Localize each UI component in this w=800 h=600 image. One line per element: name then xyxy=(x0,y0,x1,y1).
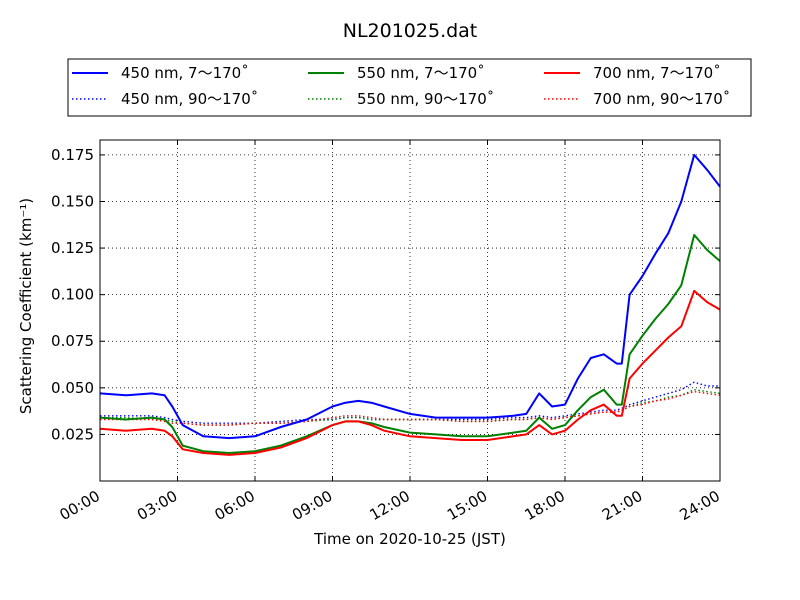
x-tick-label: 12:00 xyxy=(367,487,413,524)
legend-label: 700 nm, 7～170˚ xyxy=(593,64,721,82)
series-line xyxy=(100,390,721,426)
y-tick-label: 0.100 xyxy=(51,286,94,304)
series-line xyxy=(99,153,721,440)
legend-label: 700 nm, 90～170˚ xyxy=(593,90,730,108)
x-axis-label: Time on 2020-10-25 (JST) xyxy=(313,530,506,548)
x-tick-label: 18:00 xyxy=(522,487,568,524)
axis-ticks: 00:00 03:00 06:00 09:00 12:00 15:00 18:00 21:00… xyxy=(51,140,723,524)
legend-label: 550 nm, 7～170˚ xyxy=(357,64,485,82)
x-tick-label: 15:00 xyxy=(444,487,490,524)
y-tick-label: 0.050 xyxy=(51,379,94,397)
series-line xyxy=(100,381,720,424)
x-tick-label: 06:00 xyxy=(212,487,258,524)
legend-label: 450 nm, 90～170˚ xyxy=(121,90,258,108)
legend-label: 550 nm, 90～170˚ xyxy=(357,90,494,108)
y-tick-label: 0.150 xyxy=(51,192,94,210)
x-tick-label: 24:00 xyxy=(677,487,723,524)
legend: 450 nm, 7～170˚ 450 nm, 90～170˚ 550 nm, 7～1… xyxy=(67,58,752,117)
x-tick-label: 09:00 xyxy=(289,487,335,524)
legend-frame xyxy=(67,58,752,117)
series-line xyxy=(99,234,721,454)
y-tick-label: 0.025 xyxy=(51,425,94,443)
y-tick-label: 0.075 xyxy=(51,332,94,350)
x-tick-label: 00:00 xyxy=(57,487,103,524)
x-tick-label: 21:00 xyxy=(599,487,645,524)
chart-title: NL201025.dat xyxy=(343,20,478,42)
y-axis-label: Scattering Coefficient (km⁻¹) xyxy=(17,198,35,414)
legend-label: 450 nm, 7～170˚ xyxy=(121,64,249,82)
y-tick-label: 0.175 xyxy=(51,146,94,164)
y-tick-label: 0.125 xyxy=(51,239,94,257)
x-tick-label: 03:00 xyxy=(134,487,180,524)
series-layer xyxy=(99,153,721,456)
series-line xyxy=(99,289,721,456)
